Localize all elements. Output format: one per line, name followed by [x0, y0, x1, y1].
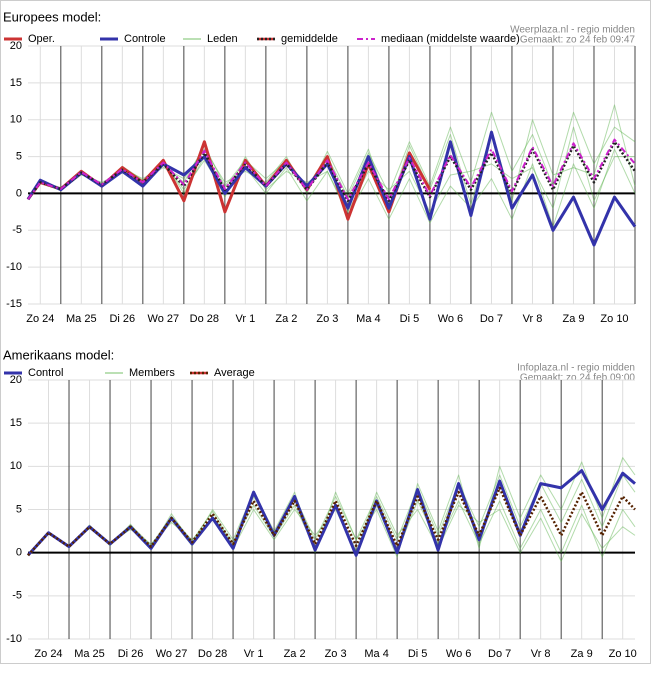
y-tick-label: 10: [10, 114, 22, 126]
chart-title: Europees model:: [3, 9, 101, 24]
series-line: [27, 486, 636, 557]
legend-label: Leden: [207, 33, 238, 45]
legend-label: Oper.: [28, 33, 55, 45]
x-tick-label: Ma 4: [356, 313, 380, 325]
y-tick-label: 15: [10, 77, 22, 89]
y-tick-label: -15: [6, 298, 22, 310]
x-tick-label: Do 7: [488, 648, 511, 660]
y-tick-label: 20: [10, 40, 22, 52]
y-tick-label: -5: [12, 224, 22, 236]
x-tick-label: Wo 27: [156, 648, 188, 660]
legend-label: Members: [129, 367, 175, 379]
x-tick-label: Zo 10: [609, 648, 637, 660]
y-tick-label: 5: [16, 150, 22, 162]
y-tick-label: -10: [6, 633, 22, 645]
x-tick-label: Vr 1: [235, 313, 255, 325]
y-tick-label: -5: [12, 590, 22, 602]
x-tick-label: Za 2: [284, 648, 306, 660]
x-tick-label: Ma 4: [364, 648, 388, 660]
x-tick-label: Zo 10: [600, 313, 628, 325]
member-line: [27, 457, 636, 558]
x-tick-label: Za 9: [562, 313, 584, 325]
x-tick-label: Za 2: [275, 313, 297, 325]
x-tick-label: Za 9: [571, 648, 593, 660]
x-tick-label: Di 26: [118, 648, 144, 660]
x-tick-label: Vr 1: [244, 648, 264, 660]
x-tick-label: Wo 27: [148, 313, 180, 325]
legend-label: Control: [28, 367, 63, 379]
legend-label: gemiddelde: [281, 33, 338, 45]
y-tick-label: -10: [6, 261, 22, 273]
x-tick-label: Do 28: [190, 313, 219, 325]
legend-label: Controle: [124, 33, 166, 45]
source: Infoplaza.nl - regio midden: [517, 363, 635, 374]
made: Gemaakt: zo 24 feb 09:00: [520, 373, 636, 384]
made: Gemaakt: zo 24 feb 09:47: [520, 35, 636, 46]
x-tick-label: Do 28: [198, 648, 227, 660]
legend-label: Average: [214, 367, 255, 379]
legend-label: mediaan (middelste waarde): [381, 33, 520, 45]
series-line: [26, 140, 637, 203]
x-tick-label: Zo 3: [325, 648, 347, 660]
x-tick-label: Zo 3: [316, 313, 338, 325]
x-tick-label: Vr 8: [531, 648, 551, 660]
y-tick-label: 20: [10, 374, 22, 386]
x-tick-label: Wo 6: [438, 313, 463, 325]
y-tick-label: 0: [16, 187, 22, 199]
member-line: [27, 491, 636, 562]
x-tick-label: Vr 8: [523, 313, 543, 325]
x-tick-label: Zo 24: [34, 648, 62, 660]
x-tick-label: Ma 25: [66, 313, 97, 325]
x-tick-label: Wo 6: [446, 648, 471, 660]
series-line: [27, 138, 636, 201]
x-tick-label: Zo 24: [26, 313, 54, 325]
x-tick-label: Ma 25: [74, 648, 105, 660]
x-tick-label: Di 5: [400, 313, 420, 325]
y-tick-label: 0: [16, 547, 22, 559]
source: Weerplaza.nl - regio midden: [510, 25, 635, 36]
chart-title: Amerikaans model:: [3, 347, 114, 362]
y-tick-label: 15: [10, 417, 22, 429]
x-tick-label: Do 7: [480, 313, 503, 325]
y-tick-label: 5: [16, 503, 22, 515]
x-tick-label: Di 5: [408, 648, 428, 660]
x-tick-label: Di 26: [109, 313, 135, 325]
y-tick-label: 10: [10, 460, 22, 472]
